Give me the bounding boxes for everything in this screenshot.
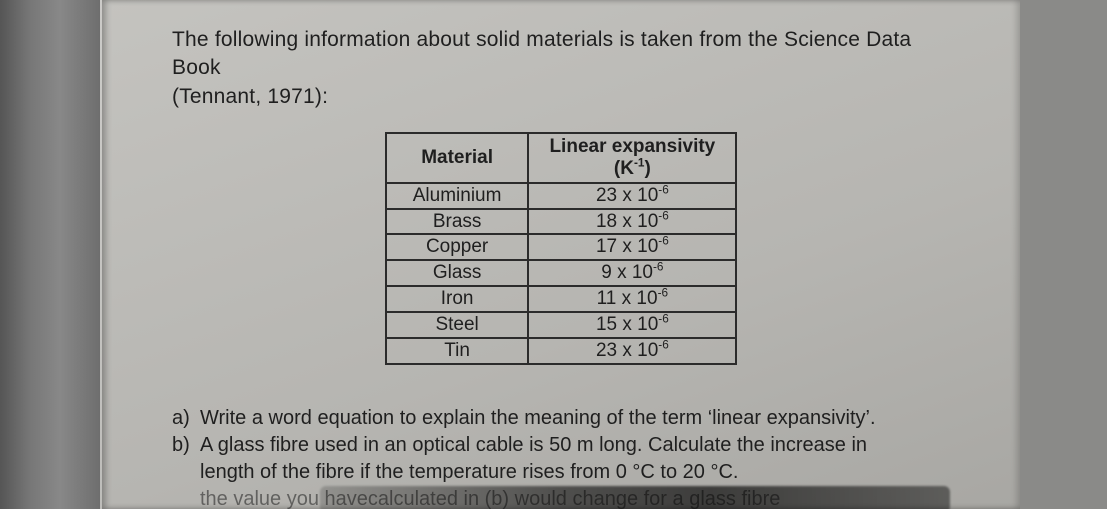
value-cell: 23 x 10-6: [528, 183, 736, 209]
material-cell: Tin: [386, 338, 529, 364]
table-row: Glass 9 x 10-6: [386, 260, 737, 286]
question-b-line2: length of the fibre if the temperature r…: [200, 461, 738, 483]
material-cell: Brass: [386, 209, 529, 235]
col-expansivity-header-top: Linear expansivity: [549, 136, 715, 158]
intro-paragraph: The following information about solid ma…: [172, 26, 950, 111]
table-row: Brass 18 x 10-6: [386, 209, 737, 235]
col-material-header: Material: [386, 133, 529, 183]
value-cell: 15 x 10-6: [528, 312, 736, 338]
table-row: Steel 15 x 10-6: [386, 312, 737, 338]
question-b-text: A glass fibre used in an optical cable i…: [200, 432, 950, 486]
col-expansivity-header: Linear expansivity (K-1): [528, 133, 736, 183]
question-b-line1: A glass fibre used in an optical cable i…: [200, 434, 867, 456]
value-cell: 18 x 10-6: [528, 209, 736, 235]
scanned-page: The following information about solid ma…: [100, 0, 1020, 509]
material-cell: Glass: [386, 260, 529, 286]
smudged-line: the value you have calculated in (b) wou…: [200, 486, 950, 509]
question-a-label: a): [172, 405, 200, 432]
material-cell: Steel: [386, 312, 529, 338]
intro-line-2: (Tennant, 1971):: [172, 85, 328, 108]
table-row: Tin 23 x 10-6: [386, 338, 737, 364]
table-header-row: Material Linear expansivity (K-1): [386, 133, 737, 183]
value-cell: 23 x 10-6: [528, 338, 736, 364]
material-cell: Aluminium: [386, 183, 529, 209]
value-cell: 9 x 10-6: [528, 260, 736, 286]
question-a: a) Write a word equation to explain the …: [172, 405, 950, 432]
intro-line-1: The following information about solid ma…: [172, 28, 911, 79]
expansivity-table: Material Linear expansivity (K-1) Alumin…: [385, 132, 738, 365]
page-binding: [0, 0, 102, 509]
col-expansivity-header-bottom: (K-1): [549, 158, 715, 180]
questions-block: a) Write a word equation to explain the …: [172, 405, 950, 509]
table-row: Aluminium 23 x 10-6: [386, 183, 737, 209]
table-row: Iron 11 x 10-6: [386, 286, 737, 312]
material-cell: Copper: [386, 234, 529, 260]
value-cell: 11 x 10-6: [528, 286, 736, 312]
value-cell: 17 x 10-6: [528, 234, 736, 260]
question-b-label: b): [172, 432, 200, 486]
table-row: Copper 17 x 10-6: [386, 234, 737, 260]
eraser-smudge: [320, 486, 950, 509]
material-cell: Iron: [386, 286, 529, 312]
question-a-text: Write a word equation to explain the mea…: [200, 405, 950, 432]
question-b: b) A glass fibre used in an optical cabl…: [172, 432, 950, 486]
